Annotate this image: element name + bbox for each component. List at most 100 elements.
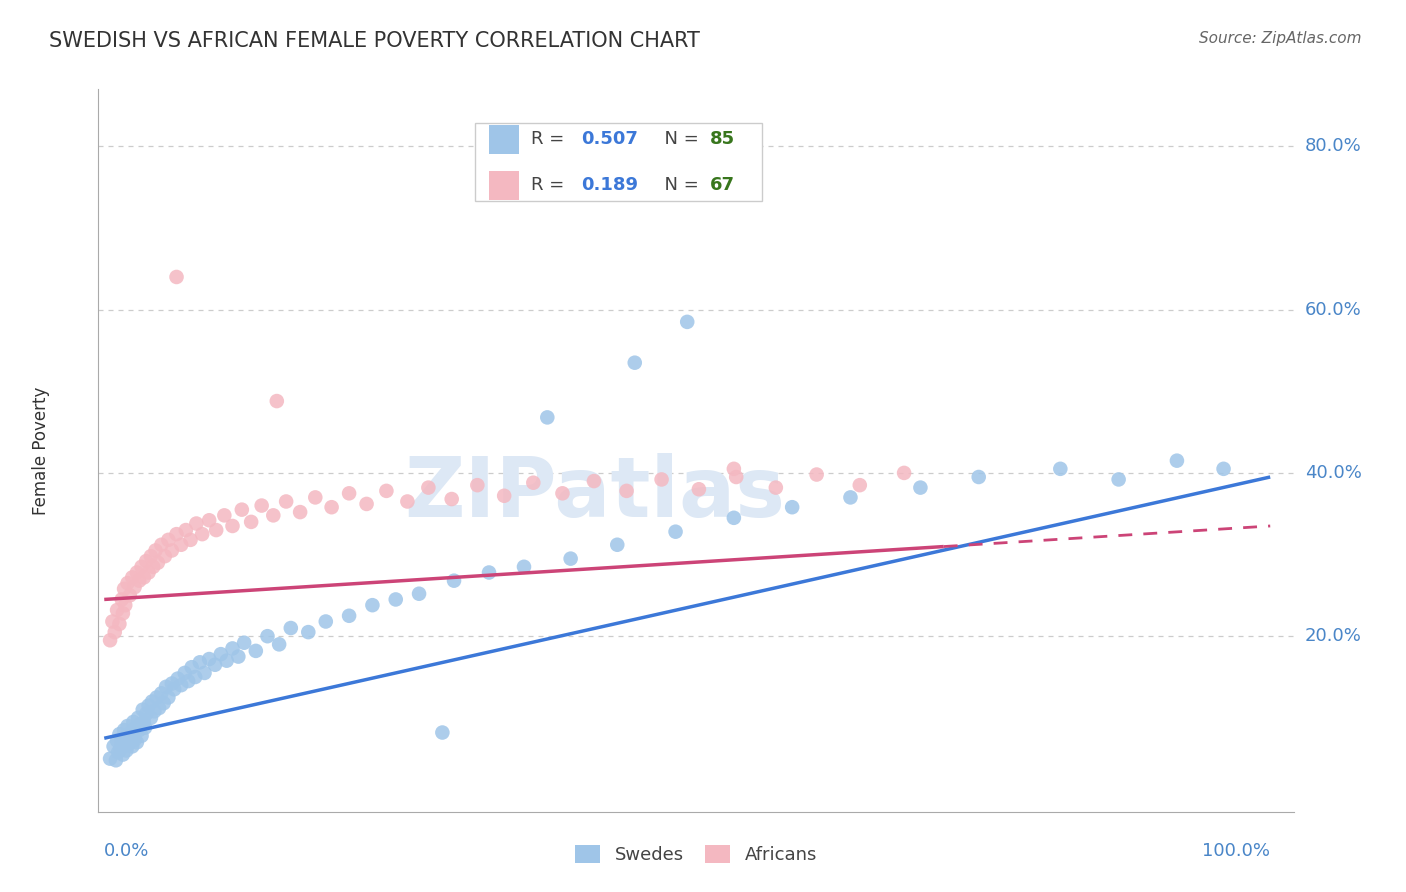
Point <box>107 745 129 759</box>
Point <box>215 654 238 668</box>
Point <box>184 670 207 684</box>
Point <box>494 489 516 503</box>
Point <box>125 721 148 735</box>
Text: N =: N = <box>652 130 704 148</box>
Text: 100.0%: 100.0% <box>1202 842 1270 860</box>
Point <box>288 505 311 519</box>
Point <box>256 629 278 643</box>
Point <box>139 711 162 725</box>
Point <box>478 566 501 580</box>
Point <box>132 714 155 729</box>
Point <box>141 694 163 708</box>
Point <box>138 566 160 580</box>
Point <box>134 721 156 735</box>
Point <box>606 538 628 552</box>
Bar <box>489 125 519 153</box>
Point <box>522 475 544 490</box>
Point <box>121 739 143 754</box>
Point <box>250 499 273 513</box>
Point <box>513 559 536 574</box>
Point <box>688 482 710 496</box>
Point <box>174 523 197 537</box>
Text: R =: R = <box>531 130 569 148</box>
Point <box>440 491 463 506</box>
Text: ZIPatlas: ZIPatlas <box>404 453 785 534</box>
Point <box>361 598 384 612</box>
Point <box>139 549 162 564</box>
Point <box>129 717 152 731</box>
Point <box>145 690 167 705</box>
Point <box>1049 462 1071 476</box>
Text: 67: 67 <box>710 177 735 194</box>
Point <box>315 615 337 629</box>
Point <box>209 647 232 661</box>
Point <box>121 570 143 584</box>
Point <box>551 486 574 500</box>
Point <box>231 502 253 516</box>
Point <box>124 580 146 594</box>
Point <box>117 576 139 591</box>
Point <box>177 674 200 689</box>
Point <box>173 665 195 680</box>
Point <box>112 723 135 737</box>
Point <box>98 633 121 648</box>
Point <box>105 603 128 617</box>
Bar <box>489 171 519 200</box>
Point <box>337 486 360 500</box>
Point <box>112 582 135 596</box>
Point <box>191 527 214 541</box>
Legend: Swedes, Africans: Swedes, Africans <box>568 838 824 871</box>
Point <box>111 735 134 749</box>
Point <box>118 729 141 743</box>
Point <box>131 729 153 743</box>
Point <box>155 680 177 694</box>
Point <box>111 607 134 621</box>
Text: 40.0%: 40.0% <box>1305 464 1361 482</box>
Point <box>560 551 582 566</box>
Point <box>118 588 141 602</box>
Point <box>170 538 193 552</box>
Point <box>262 508 284 523</box>
Text: 0.0%: 0.0% <box>104 842 149 860</box>
Point <box>166 527 188 541</box>
Point <box>337 608 360 623</box>
Point <box>375 483 398 498</box>
Point <box>467 478 489 492</box>
Point <box>120 725 142 739</box>
Point <box>443 574 465 588</box>
Point <box>143 704 166 718</box>
Point <box>103 739 125 754</box>
Point <box>418 481 440 495</box>
Point <box>148 701 170 715</box>
Point <box>146 556 169 570</box>
Point <box>114 598 136 612</box>
Point <box>910 481 932 495</box>
Point <box>193 665 215 680</box>
Point <box>269 637 291 651</box>
Point <box>839 491 862 505</box>
Point <box>221 519 243 533</box>
Point <box>150 686 173 700</box>
Point <box>1108 472 1130 486</box>
Text: 85: 85 <box>710 130 735 148</box>
Point <box>725 470 748 484</box>
Point <box>150 538 173 552</box>
Text: Female Poverty: Female Poverty <box>32 386 51 515</box>
Point <box>111 747 134 762</box>
Point <box>166 270 188 285</box>
Point <box>723 462 745 476</box>
Point <box>849 478 872 492</box>
Point <box>118 737 141 751</box>
Point <box>1166 453 1188 467</box>
Point <box>166 672 188 686</box>
Point <box>135 706 157 721</box>
Point <box>145 543 167 558</box>
Point <box>188 656 211 670</box>
Point <box>245 644 267 658</box>
Point <box>142 559 165 574</box>
Point <box>160 676 183 690</box>
Point <box>108 727 131 741</box>
Point <box>304 491 326 505</box>
Point <box>806 467 828 482</box>
Point <box>132 570 155 584</box>
